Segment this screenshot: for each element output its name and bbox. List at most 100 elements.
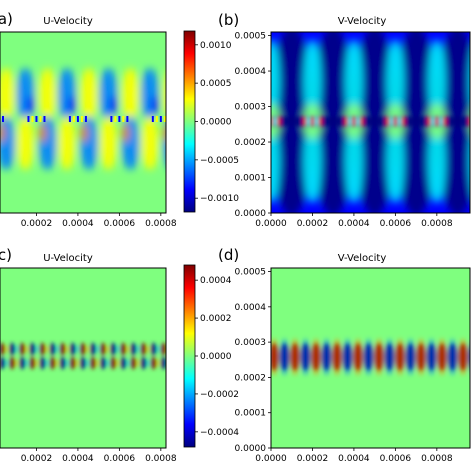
panel-c-cell	[129, 343, 137, 355]
panel-d-cell-halo	[331, 337, 343, 376]
panel-c-cell	[170, 343, 177, 355]
panel-b-band-cell	[318, 116, 323, 127]
panel-a-frame	[0, 31, 167, 214]
panel-d-y-tick-label: 0.0001	[235, 409, 267, 419]
panel-b-band-cell	[397, 116, 401, 127]
panel-b: (b) V-Velocity 0.00050.00040.00030.00020…	[218, 11, 471, 229]
panel-d-cell-halo	[363, 337, 374, 376]
panel-c-cell-edge	[106, 345, 110, 353]
panel-a-lobe	[99, 68, 118, 122]
panel-a-band-cell	[155, 116, 158, 122]
panel-a-x-tick-label: 0.0004	[62, 219, 94, 229]
panel-c-cell	[49, 343, 56, 355]
panel-d-x-tick-label: 0.0008	[421, 454, 453, 464]
panel-a-lobe	[140, 68, 159, 122]
panel-c-cell	[69, 343, 77, 355]
colorbar-a-gradient	[183, 30, 196, 213]
panel-c-colorbar: 0.0004 0.0002 0.0000 −0.0002 −0.0004	[183, 264, 239, 448]
panel-a-lobe	[57, 68, 76, 122]
panel-b-band-cell	[277, 116, 281, 127]
panel-a-band-cell	[31, 116, 34, 122]
panel-b-high-lobe	[344, 119, 363, 204]
panel-b-title: V-Velocity	[338, 16, 387, 27]
panel-c-colorbar-tick-label: 0.0002	[200, 314, 232, 324]
panel-b-high-lobe	[386, 39, 405, 124]
panel-c-cell	[39, 343, 46, 355]
panel-b-band-cell	[401, 116, 405, 127]
panel-d-y-tick-label: 0.0002	[235, 373, 267, 383]
panel-b-band	[271, 116, 470, 127]
panel-c-cell-edge	[25, 345, 29, 353]
panel-c-cell	[170, 357, 177, 369]
panel-b-band-cell	[356, 116, 360, 127]
panel-a: U-Velocity 0.0002 0.0004 0.0006 0.0008 0.00…	[0, 10, 239, 229]
panel-b-band-cell	[306, 116, 311, 127]
panel-a-band-cell	[72, 116, 75, 122]
panel-c-x-tick-label: 0.0006	[104, 454, 136, 464]
panel-c-cell-edge	[167, 359, 170, 367]
panel-c-title: U-Velocity	[43, 253, 93, 264]
panel-c-cell-edge	[106, 359, 110, 367]
panel-a-lobe-core	[150, 96, 159, 114]
panel-c-cell-edge	[66, 345, 70, 353]
panel-b-band-cell	[431, 116, 435, 127]
panel-b-x-tick-label: 0.0002	[297, 219, 329, 229]
panel-c-cell-edge	[66, 359, 70, 367]
panel-c-cell	[69, 357, 77, 369]
panel-b-band-cell	[393, 116, 397, 127]
panel-c-cell-edge	[167, 345, 170, 353]
panel-a-lobe	[162, 74, 166, 116]
panel-c-cell-edge	[5, 345, 9, 353]
panel-c-cell-edge	[45, 359, 50, 367]
panel-c-cell-edge	[15, 359, 19, 367]
panel-a-title: U-Velocity	[43, 16, 93, 27]
panel-a-lobe	[38, 116, 57, 170]
panel-d-cell-halo	[373, 337, 385, 376]
panel-a-lobe-core	[38, 124, 47, 142]
panel-a-band-cell	[43, 116, 46, 122]
panel-d-cell-halo	[321, 337, 332, 376]
panel-c: U-Velocity 0.0002 0.0004 0.0006 0.0008 0.00…	[0, 246, 239, 464]
panel-b-high-lobe	[303, 39, 322, 124]
panel-b-band-cell	[385, 116, 389, 127]
panel-a-band-cell	[114, 116, 117, 122]
panel-c-cell-edge	[76, 359, 80, 367]
panel-c-cell-edge	[177, 359, 180, 367]
panel-c-x-tick-label: 0.0004	[62, 454, 94, 464]
panel-a-x-tick-label: 0.0002	[21, 219, 53, 229]
panel-b-heatmap	[271, 32, 470, 213]
panel-b-band-cell	[352, 116, 356, 127]
panel-c-cell-edge	[86, 345, 90, 353]
panel-b-y-tick-label: 0.0005	[235, 32, 267, 42]
panel-c-letter: (c)	[0, 246, 12, 264]
panel-c-cell-edge	[45, 345, 50, 353]
panel-c-cell-edge	[136, 345, 140, 353]
panel-d-cell-halo	[271, 337, 280, 376]
panel-a-x-tick-label: 0.0008	[145, 219, 177, 229]
panel-d-frame	[270, 267, 471, 449]
panel-c-cell-edge	[86, 359, 90, 367]
panel-b-high-lobe	[271, 39, 280, 124]
panel-b-band-cell	[443, 116, 447, 127]
panel-a-band-cell	[27, 116, 30, 122]
panel-d-cell-halo	[457, 337, 469, 376]
panel-b-x-tick-label: 0.0006	[380, 219, 412, 229]
panel-a-band-cell	[84, 116, 87, 122]
panel-a-colorbar-tick-label: −0.0010	[200, 194, 239, 204]
panel-c-cell-edge	[136, 359, 140, 367]
panel-a-lobe	[99, 116, 118, 170]
panel-a-lobe-core	[0, 124, 5, 142]
panel-d-cell-halo	[405, 337, 416, 376]
panel-a-colorbar-tick-label: 0.0000	[200, 118, 232, 128]
panel-a-lobe-core	[109, 96, 118, 114]
panel-c-cell-edge	[116, 359, 120, 367]
panel-c-cell-edge	[177, 345, 180, 353]
panel-b-high-lobe	[344, 39, 363, 124]
panel-c-heatmap	[0, 268, 180, 448]
panel-a-lobe-core	[26, 96, 35, 114]
panel-a-lobe-core	[121, 124, 130, 142]
panel-a-band-cell	[35, 116, 38, 122]
panel-d-cell-halo	[300, 337, 311, 376]
panel-b-y-tick-label: 0.0001	[235, 174, 267, 184]
